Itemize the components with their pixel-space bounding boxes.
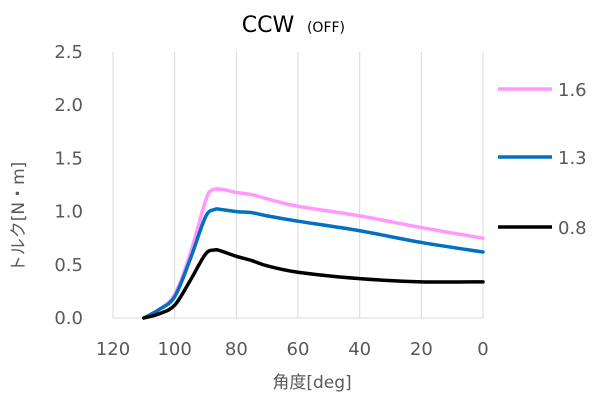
y-tick-label: 0.5 xyxy=(54,255,83,276)
x-tick-label: 100 xyxy=(157,339,191,360)
x-tick-label: 120 xyxy=(96,339,130,360)
y-tick-label: 2.0 xyxy=(54,95,83,116)
x-tick-label: 20 xyxy=(410,339,433,360)
legend-label: 1.3 xyxy=(558,148,587,169)
y-tick-label: 2.5 xyxy=(54,42,83,63)
series-line-0-8 xyxy=(142,247,485,320)
x-tick-label: 80 xyxy=(225,339,248,360)
series-line-1-3 xyxy=(142,207,485,320)
legend: 1.6 1.3 0.8 xyxy=(498,80,587,239)
x-tick-labels: 120 100 80 60 40 20 0 xyxy=(96,339,489,360)
y-axis-title: トルク[N・m] xyxy=(9,162,29,273)
x-tick-label: 0 xyxy=(477,339,488,360)
chart-subtitle: (OFF) xyxy=(307,20,345,36)
grid-lines xyxy=(112,52,484,319)
legend-label: 0.8 xyxy=(558,218,587,239)
y-tick-label: 1.5 xyxy=(54,148,83,169)
x-tick-label: 40 xyxy=(348,339,371,360)
series-lines xyxy=(142,187,485,320)
legend-label: 1.6 xyxy=(558,80,587,101)
y-tick-label: 0.0 xyxy=(54,308,83,329)
y-tick-label: 1.0 xyxy=(54,202,83,223)
series-line-1-6 xyxy=(142,187,485,320)
x-axis-title: 角度[deg] xyxy=(272,373,351,393)
chart-title: CCW xyxy=(242,13,295,38)
y-tick-labels: 0.0 0.5 1.0 1.5 2.0 2.5 xyxy=(54,42,83,329)
x-tick-label: 60 xyxy=(287,339,310,360)
